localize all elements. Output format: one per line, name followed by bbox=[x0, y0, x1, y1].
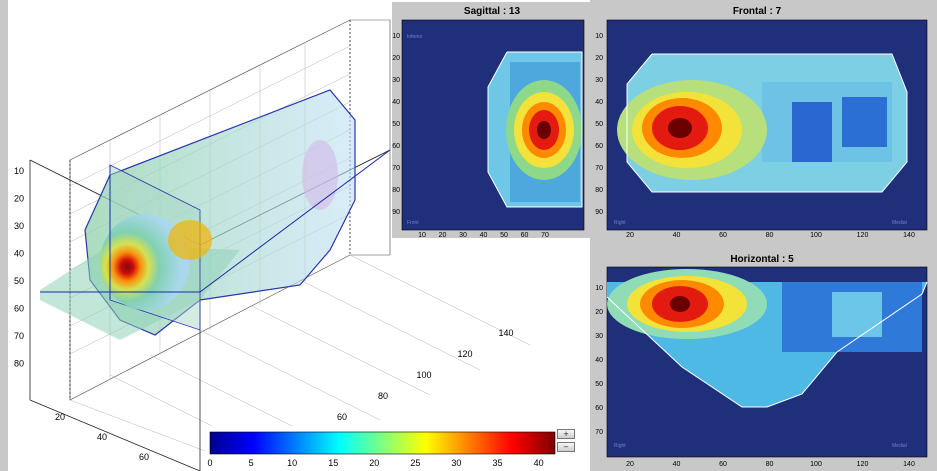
horizontal-y-tick: 60 bbox=[595, 405, 603, 412]
sagittal-y-tick: 50 bbox=[392, 121, 400, 128]
frontal-y-tick: 10 bbox=[595, 33, 603, 40]
colorbar-tick-label: 20 bbox=[369, 458, 379, 468]
sagittal-x-tick: 30 bbox=[459, 232, 467, 238]
horizontal-y-tick: 40 bbox=[595, 357, 603, 364]
sagittal-x-tick: 50 bbox=[500, 232, 508, 238]
sagittal-y-tick: 70 bbox=[392, 165, 400, 172]
z-tick-label: 20 bbox=[14, 194, 24, 204]
frontal-y-tick: 90 bbox=[595, 209, 603, 216]
sagittal-x-tick: 20 bbox=[439, 232, 447, 238]
sagittal-y-tick: 20 bbox=[392, 55, 400, 62]
frontal-y-tick: 30 bbox=[595, 77, 603, 84]
frontal-y-tick: 20 bbox=[595, 55, 603, 62]
sagittal-x-ticks: 10 20 30 40 50 60 70 bbox=[418, 232, 549, 238]
z-axis-ticks: 10 20 30 40 50 60 70 80 bbox=[14, 166, 24, 369]
colorbar-tick-label: 15 bbox=[328, 458, 338, 468]
sagittal-x-tick: 40 bbox=[480, 232, 488, 238]
frontal-x-tick: 60 bbox=[719, 232, 727, 238]
frontal-y-tick: 40 bbox=[595, 99, 603, 106]
frontal-y-tick: 60 bbox=[595, 143, 603, 150]
sagittal-title: Sagittal : 13 bbox=[464, 6, 521, 17]
horizontal-y-tick: 30 bbox=[595, 333, 603, 340]
colorbar-decrease-button[interactable]: − bbox=[557, 442, 575, 452]
frontal-panel[interactable]: Frontal : 7 Right Medial 20 40 60 80 100 120 1… bbox=[592, 2, 937, 238]
z-tick-label: 70 bbox=[14, 331, 24, 341]
x-axis-ticks: 20 40 60 bbox=[55, 412, 149, 462]
frontal-x-ticks: 20 40 60 80 100 120 140 bbox=[626, 232, 915, 238]
frontal-corner-left: Right bbox=[614, 220, 626, 226]
z-tick-label: 40 bbox=[14, 249, 24, 259]
x-tick-label: 20 bbox=[55, 412, 65, 422]
colorbar: 0 5 10 15 20 25 30 35 40 bbox=[205, 426, 565, 471]
y-tick-label: 80 bbox=[378, 391, 388, 401]
sagittal-x-tick: 60 bbox=[521, 232, 529, 238]
sagittal-corner-top: Inferior bbox=[407, 34, 423, 40]
colorbar-tick-label: 0 bbox=[207, 458, 212, 468]
colorbar-gradient bbox=[209, 431, 556, 455]
z-tick-label: 10 bbox=[14, 166, 24, 176]
horizontal-x-tick: 80 bbox=[766, 461, 774, 468]
frontal-x-tick: 120 bbox=[857, 232, 869, 238]
horizontal-y-tick: 20 bbox=[595, 309, 603, 316]
frontal-y-ticks: 10 20 30 40 50 60 70 80 90 bbox=[595, 33, 603, 216]
horizontal-title: Horizontal : 5 bbox=[730, 254, 794, 265]
sagittal-y-tick: 30 bbox=[392, 77, 400, 84]
colorbar-tick-label: 35 bbox=[492, 458, 502, 468]
sagittal-x-tick: 10 bbox=[418, 232, 426, 238]
colorbar-tick-label: 10 bbox=[287, 458, 297, 468]
colorbar-tick-label: 25 bbox=[410, 458, 420, 468]
y-axis-ticks: 60 80 100 120 140 bbox=[337, 328, 514, 422]
horizontal-x-tick: 60 bbox=[719, 461, 727, 468]
sagittal-y-ticks: 10 20 30 40 50 60 70 80 90 bbox=[392, 33, 400, 216]
frontal-y-tick: 50 bbox=[595, 121, 603, 128]
z-tick-label: 50 bbox=[14, 276, 24, 286]
sagittal-y-tick: 10 bbox=[392, 33, 400, 40]
sagittal-corner-bottom: Front bbox=[407, 220, 419, 226]
frontal-corner-right: Medial bbox=[892, 220, 907, 226]
colorbar-tick-label: 30 bbox=[451, 458, 461, 468]
sagittal-x-tick: 70 bbox=[541, 232, 549, 238]
x-tick-label: 60 bbox=[139, 452, 149, 462]
horizontal-corner-left: Right bbox=[614, 443, 626, 449]
horizontal-x-tick: 100 bbox=[810, 461, 822, 468]
slice-intersection-lines bbox=[40, 149, 391, 300]
sagittal-y-tick: 60 bbox=[392, 143, 400, 150]
y-tick-label: 140 bbox=[498, 328, 513, 338]
horizontal-y-tick: 10 bbox=[595, 285, 603, 292]
horizontal-panel[interactable]: Horizontal : 5 Right Medial 20 40 60 80 100 1… bbox=[592, 252, 937, 471]
frontal-x-tick: 80 bbox=[766, 232, 774, 238]
x-tick-label: 40 bbox=[97, 432, 107, 442]
colorbar-tick-label: 40 bbox=[534, 458, 544, 468]
frontal-title: Frontal : 7 bbox=[733, 6, 782, 17]
sagittal-y-tick: 80 bbox=[392, 187, 400, 194]
sagittal-y-tick: 40 bbox=[392, 99, 400, 106]
frontal-x-tick: 100 bbox=[810, 232, 822, 238]
horizontal-x-tick: 140 bbox=[903, 461, 915, 468]
horizontal-x-tick: 120 bbox=[857, 461, 869, 468]
z-tick-label: 30 bbox=[14, 221, 24, 231]
y-tick-label: 100 bbox=[416, 370, 431, 380]
y-tick-label: 120 bbox=[457, 349, 472, 359]
frontal-y-tick: 70 bbox=[595, 165, 603, 172]
frontal-x-tick: 40 bbox=[673, 232, 681, 238]
sagittal-y-tick: 90 bbox=[392, 209, 400, 216]
colorbar-tick-label: 5 bbox=[249, 458, 254, 468]
z-tick-label: 80 bbox=[14, 359, 24, 369]
horizontal-x-tick: 20 bbox=[626, 461, 634, 468]
horizontal-corner-right: Medial bbox=[892, 443, 907, 449]
hotspot-3d bbox=[100, 214, 190, 310]
y-tick-label: 60 bbox=[337, 412, 347, 422]
horizontal-x-tick: 40 bbox=[673, 461, 681, 468]
horizontal-x-ticks: 20 40 60 80 100 120 140 bbox=[626, 461, 915, 468]
horizontal-y-tick: 50 bbox=[595, 381, 603, 388]
frontal-y-tick: 80 bbox=[595, 187, 603, 194]
horizontal-y-ticks: 10 20 30 40 50 60 70 bbox=[595, 285, 603, 436]
horizontal-y-tick: 70 bbox=[595, 429, 603, 436]
frontal-x-tick: 20 bbox=[626, 232, 634, 238]
z-tick-label: 60 bbox=[14, 304, 24, 314]
frontal-x-tick: 140 bbox=[903, 232, 915, 238]
colorbar-increase-button[interactable]: + bbox=[557, 429, 575, 439]
sagittal-panel[interactable]: Sagittal : 13 Inferior Front 10 20 30 40 50 6… bbox=[392, 2, 592, 238]
